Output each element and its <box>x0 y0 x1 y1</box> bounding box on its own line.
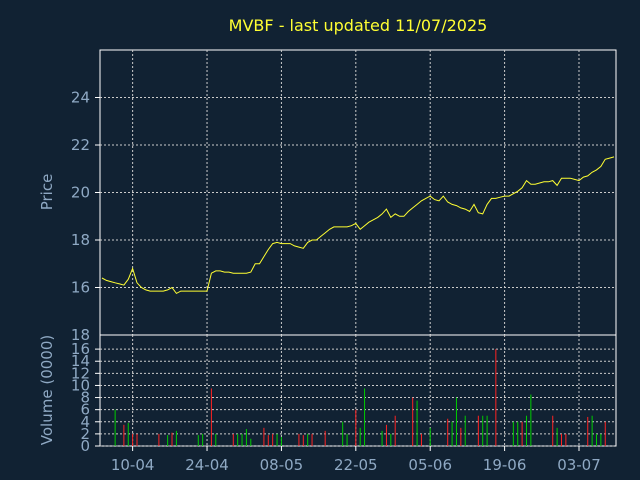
price-tick-label: 16 <box>71 279 90 297</box>
volume-tick-label: 2 <box>80 425 90 443</box>
volume-tick-label: 12 <box>71 364 90 382</box>
date-tick-label: 10-04 <box>111 456 155 474</box>
date-x-ticks: 10-04 24-04 08-05 22-05 05-06 19-06 03-07 <box>111 446 601 474</box>
date-tick-label: 08-05 <box>260 456 304 474</box>
price-panel: 16 18 20 22 24 18 Price <box>38 49 617 344</box>
price-line <box>101 156 615 295</box>
volume-frame <box>99 334 617 447</box>
date-tick-label: 19-06 <box>483 456 527 474</box>
date-tick-label: 03-07 <box>557 456 601 474</box>
date-tick-label: 24-04 <box>185 456 229 474</box>
price-tick-label: 18 <box>71 326 90 344</box>
chart-title: MVBF - last updated 11/07/2025 <box>229 16 488 35</box>
volume-tick-label: 0 <box>80 437 90 455</box>
volume-tick-label: 6 <box>80 401 90 419</box>
price-tick-label: 18 <box>71 231 90 249</box>
volume-tick-label: 8 <box>80 389 90 407</box>
volume-tick-label: 14 <box>71 352 90 370</box>
volume-bars <box>114 349 606 446</box>
price-tick-label: 20 <box>71 184 90 202</box>
price-grid <box>100 50 616 335</box>
price-axis-label: Price <box>38 174 56 211</box>
volume-tick-label: 16 <box>71 340 90 358</box>
date-tick-label: 05-06 <box>408 456 452 474</box>
price-y-ticks: 16 18 20 22 24 18 <box>71 89 100 344</box>
date-tick-label: 22-05 <box>334 456 378 474</box>
volume-tick-label: 10 <box>71 376 90 394</box>
volume-grid <box>100 335 616 447</box>
volume-tick-label: 4 <box>80 413 90 431</box>
volume-axis-label: Volume (0000) <box>38 335 56 445</box>
price-tick-label: 22 <box>71 136 90 154</box>
price-tick-label: 24 <box>71 89 90 107</box>
